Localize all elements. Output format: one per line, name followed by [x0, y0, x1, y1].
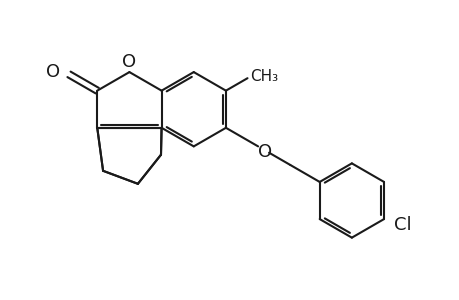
Text: Cl: Cl	[393, 216, 410, 234]
Text: CH₃: CH₃	[249, 69, 277, 84]
Text: O: O	[122, 53, 136, 71]
Text: O: O	[45, 63, 60, 81]
Text: O: O	[257, 143, 272, 161]
